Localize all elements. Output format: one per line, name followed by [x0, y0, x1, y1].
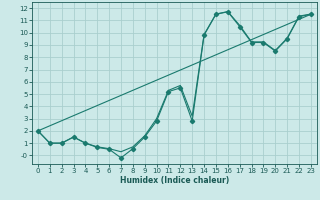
X-axis label: Humidex (Indice chaleur): Humidex (Indice chaleur) [120, 176, 229, 185]
